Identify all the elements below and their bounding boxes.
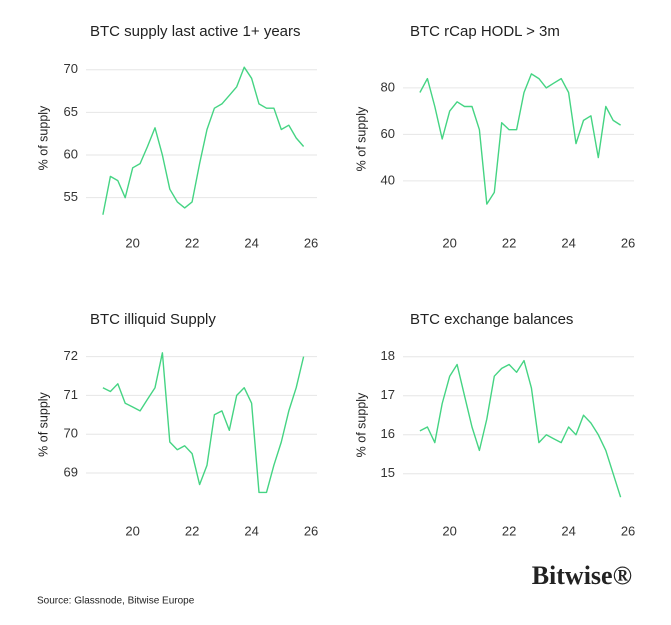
y-tick-label: 70: [64, 61, 78, 76]
data-line: [419, 359, 622, 498]
x-tick-label: 26: [621, 523, 635, 538]
x-tick-label: 24: [561, 235, 575, 250]
y-tick-label: 60: [64, 146, 78, 161]
y-tick-label: 55: [64, 189, 78, 204]
y-tick-label: 80: [381, 79, 395, 94]
y-axis-label: % of supply: [36, 105, 50, 170]
chart-title: BTC rCap HODL > 3m: [410, 23, 560, 40]
x-tick-label: 26: [304, 523, 318, 538]
y-axis-label: % of supply: [36, 391, 50, 456]
y-tick-label: 70: [64, 426, 78, 441]
x-tick-label: 22: [185, 235, 199, 250]
y-axis-label: % of supply: [354, 392, 368, 457]
y-axis-label: % of supply: [354, 106, 368, 171]
y-tick-label: 69: [64, 464, 78, 479]
x-tick-label: 26: [621, 235, 635, 250]
y-tick-label: 72: [64, 348, 78, 363]
x-tick-label: 24: [244, 523, 258, 538]
y-tick-label: 15: [381, 465, 395, 480]
x-tick-label: 22: [502, 523, 516, 538]
y-tick-label: 40: [381, 172, 395, 187]
y-tick-label: 18: [381, 348, 395, 363]
x-tick-label: 22: [502, 235, 516, 250]
y-tick-label: 71: [64, 387, 78, 402]
data-line: [419, 73, 621, 205]
brand-logo: Bitwise®: [532, 561, 632, 590]
data-line: [102, 66, 305, 215]
y-tick-label: 16: [381, 426, 395, 441]
data-line: [102, 352, 305, 494]
x-tick-label: 22: [185, 523, 199, 538]
x-tick-label: 20: [125, 235, 139, 250]
x-tick-label: 24: [561, 523, 575, 538]
x-tick-label: 20: [442, 523, 456, 538]
y-tick-label: 65: [64, 104, 78, 119]
x-tick-label: 20: [125, 523, 139, 538]
chart-title: BTC supply last active 1+ years: [90, 23, 301, 40]
x-tick-label: 26: [304, 235, 318, 250]
x-tick-label: 24: [244, 235, 258, 250]
source-note: Source: Glassnode, Bitwise Europe: [37, 596, 195, 607]
y-tick-label: 60: [381, 126, 395, 141]
chart-title: BTC illiquid Supply: [90, 311, 216, 328]
y-tick-label: 17: [381, 387, 395, 402]
chart-title: BTC exchange balances: [410, 311, 573, 328]
x-tick-label: 20: [442, 235, 456, 250]
